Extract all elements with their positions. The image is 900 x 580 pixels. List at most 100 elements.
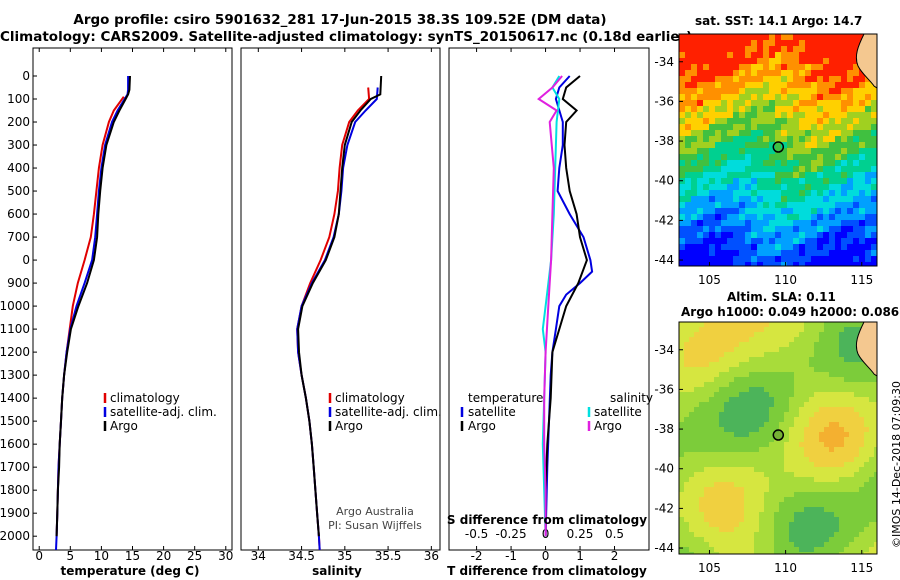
sla-cell [834,457,839,462]
sst-cell [799,100,805,106]
sst-cell [697,70,703,76]
sst-cell [847,142,853,148]
sst-cell [775,172,781,178]
sla-cell [709,487,714,492]
sst-cell [781,166,787,172]
sla-cell [774,412,779,417]
sla-cell [749,347,754,352]
sst-cell [679,244,685,250]
sst-cell [853,262,859,266]
sst-cell [703,106,709,112]
sla-cell [864,452,869,457]
sst-cell [841,88,847,94]
sst-cell [745,256,751,262]
sla-cell [729,497,734,502]
sst-cell [685,52,691,58]
sla-cell [824,507,829,512]
sst-cell [835,232,841,238]
sla-cell [714,462,719,467]
sst-cell [787,52,793,58]
sla-cell [724,347,729,352]
sla-cell [709,372,714,377]
sst-cell [847,106,853,112]
sla-cell [814,407,819,412]
sst-cell [709,244,715,250]
sst-cell [679,40,685,46]
sst-cell [691,202,697,208]
sla-cell [784,522,789,527]
sla-cell [704,352,709,357]
sst-cell [811,256,817,262]
sla-cell [869,552,874,554]
sst-cell [751,202,757,208]
sla-lat-label-4: -42 [654,501,674,515]
sst-cell [715,190,721,196]
sla-cell [849,522,854,527]
sst-cell [679,118,685,124]
sst-cell [727,46,733,52]
sst-cell [679,262,685,266]
sla-cell [854,442,859,447]
sst-cell [679,190,685,196]
sst-cell [847,214,853,220]
sla-cell [724,342,729,347]
sst-cell [709,154,715,160]
sst-cell [727,184,733,190]
sst-cell [691,52,697,58]
sla-cell [824,467,829,472]
sst-cell [751,94,757,100]
sla-cell [864,477,869,482]
sst-cell [685,130,691,136]
sla-cell [744,482,749,487]
sla-cell [829,432,834,437]
sla-cell [714,452,719,457]
sst-cell [721,64,727,70]
sst-cell [793,244,799,250]
sla-cell [684,352,689,357]
sst-cell [733,220,739,226]
sst-cell [829,88,835,94]
sst-cell [733,82,739,88]
sla-cell [714,467,719,472]
sst-cell [691,250,697,256]
sst-cell [727,208,733,214]
sla-cell [709,427,714,432]
sla-cell [739,537,744,542]
sla-cell [759,362,764,367]
sla-cell [784,542,789,547]
sla-cell [694,442,699,447]
sla-cell [739,417,744,422]
sst-cell [817,256,823,262]
sla-cell [754,382,759,387]
sla-cell [689,512,694,517]
sla-cell [774,542,779,547]
sst-cell [805,154,811,160]
sst-cell [763,52,769,58]
sla-cell [749,387,754,392]
sst-cell [715,256,721,262]
sla-cell [759,392,764,397]
sst-cell [751,214,757,220]
sst-cell [727,220,733,226]
sla-cell [749,442,754,447]
sla-cell [689,322,694,327]
sla-cell [764,487,769,492]
sst-cell [751,130,757,136]
sla-cell [834,432,839,437]
sst-cell [715,34,721,40]
sst-cell [799,94,805,100]
sla-cell [829,552,834,554]
sla-cell [699,432,704,437]
sst-cell [679,52,685,58]
sst-cell [775,112,781,118]
sst-cell [823,82,829,88]
sst-cell [763,46,769,52]
sla-cell [749,337,754,342]
sst-cell [793,46,799,52]
sla-cell [689,367,694,372]
sla-cell [799,447,804,452]
sst-cell [793,238,799,244]
sst-cell [787,226,793,232]
sst-cell [691,88,697,94]
